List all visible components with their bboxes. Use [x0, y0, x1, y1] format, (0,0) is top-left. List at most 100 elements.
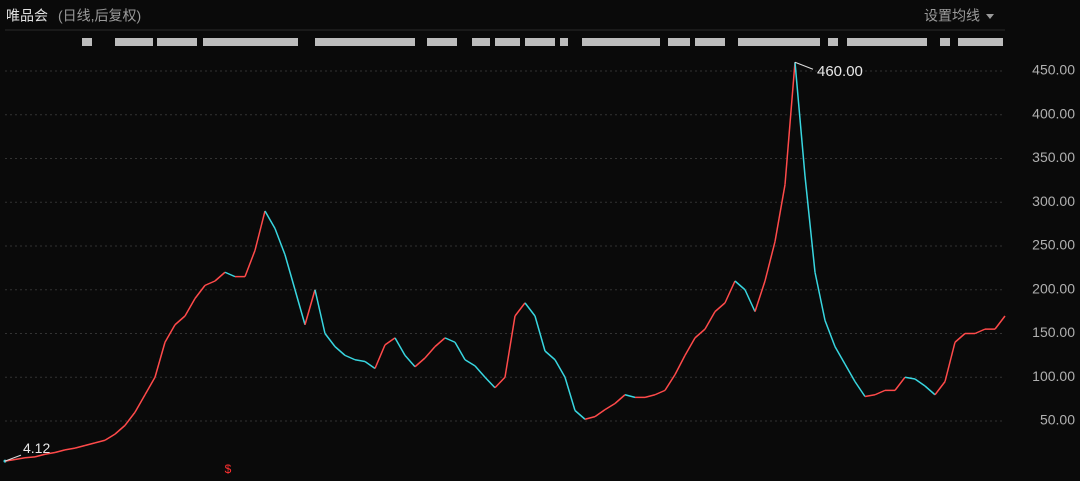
price-segment [484, 376, 496, 389]
price-segment [134, 394, 146, 413]
price-segment [654, 389, 666, 396]
price-segment [84, 442, 96, 447]
price-segment [184, 298, 196, 317]
price-segment [504, 315, 516, 378]
chart-subtitle: (日线,后复权) [58, 8, 141, 24]
price-segment [394, 337, 406, 356]
price-segment [454, 341, 466, 361]
price-segment [244, 250, 256, 277]
price-segment [554, 359, 566, 378]
price-segment [324, 333, 336, 348]
price-segment [544, 350, 556, 361]
price-segment [264, 210, 276, 229]
price-segment [944, 342, 956, 382]
price-segment [784, 62, 796, 185]
price-segment [174, 315, 186, 326]
price-segment [694, 328, 706, 339]
price-segment [524, 302, 536, 317]
y-tick-label: 450.00 [1032, 62, 1075, 78]
price-segment [774, 184, 786, 242]
menu-arrow[interactable] [986, 14, 994, 19]
ma-menu[interactable]: 设置均线 [924, 8, 980, 24]
price-segment [164, 324, 176, 343]
price-segment [824, 320, 836, 347]
annotation-label: 460.00 [817, 63, 863, 80]
price-segment [844, 363, 856, 382]
price-segment [754, 280, 766, 312]
y-tick-label: 350.00 [1032, 149, 1075, 165]
price-segment [584, 415, 596, 420]
price-segment [564, 377, 576, 411]
price-segment [144, 376, 156, 396]
price-segment [114, 424, 126, 435]
price-segment [894, 376, 906, 391]
price-segment [354, 359, 366, 363]
price-segment [384, 337, 396, 346]
price-segment [364, 360, 376, 370]
price-segment [814, 272, 826, 321]
price-segment [624, 394, 636, 399]
price-segment [294, 289, 306, 325]
price-segment [864, 394, 876, 398]
price-segment [954, 332, 966, 343]
price-segment [214, 271, 226, 282]
price-segment [274, 228, 286, 256]
price-segment [794, 62, 806, 177]
price-segment [574, 409, 586, 420]
price-segment [464, 359, 476, 367]
chart-title: 唯品会 [6, 8, 48, 24]
price-segment [54, 449, 66, 454]
event-flag: $ [225, 462, 232, 476]
price-segment [594, 409, 606, 418]
price-segment [644, 394, 656, 399]
price-segment [664, 374, 676, 391]
price-segment [404, 354, 416, 368]
y-tick-label: 150.00 [1032, 324, 1075, 340]
event-markers [82, 38, 1003, 46]
price-segment [94, 439, 106, 444]
annotation-label: 4.12 [23, 440, 50, 456]
price-segment [834, 346, 846, 365]
price-segment [254, 210, 266, 251]
price-segment [414, 357, 426, 368]
price-segment [934, 381, 946, 396]
y-tick-label: 100.00 [1032, 368, 1075, 384]
price-segment [924, 385, 936, 396]
price-segment [284, 254, 296, 290]
price-segment [224, 271, 236, 278]
price-segment [994, 315, 1006, 330]
price-segment [494, 376, 506, 389]
price-segment [974, 328, 986, 335]
price-segment [24, 456, 36, 459]
price-segment [874, 389, 886, 396]
price-segment [474, 365, 486, 378]
price-segment [14, 457, 26, 461]
price-segment [724, 280, 736, 304]
price-segment [344, 354, 356, 361]
price-segment [854, 381, 866, 397]
price-segment [314, 289, 326, 334]
price-segment [714, 302, 726, 313]
annotation-arrow [794, 61, 814, 70]
price-segment [74, 444, 86, 449]
price-segment [674, 355, 686, 375]
y-tick-label: 300.00 [1032, 193, 1075, 209]
price-segment [44, 451, 56, 455]
price-segment [904, 376, 916, 380]
price-segment [604, 402, 616, 411]
price-segment [104, 433, 116, 441]
price-segment [534, 315, 546, 352]
y-tick-label: 50.00 [1040, 412, 1075, 428]
annotation-arrow [4, 454, 22, 462]
price-segment [514, 302, 526, 317]
price-segment [34, 453, 46, 458]
price-segment [804, 175, 816, 273]
price-segment [704, 311, 716, 330]
price-segment [614, 394, 626, 405]
price-segment [684, 337, 696, 356]
price-segment [304, 289, 316, 325]
price-segment [124, 411, 136, 426]
price-segment [204, 280, 216, 287]
